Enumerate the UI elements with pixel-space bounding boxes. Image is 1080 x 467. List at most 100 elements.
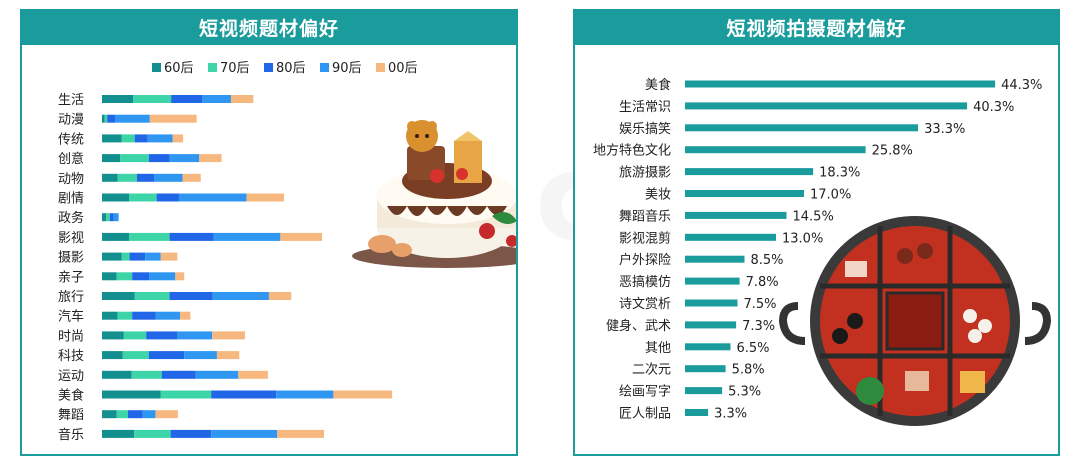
category-label: 运动 <box>58 369 84 384</box>
category-label: 旅游摄影 <box>619 166 671 181</box>
bar-segment <box>146 331 178 340</box>
category-label: 音乐 <box>58 427 84 443</box>
bar-segment <box>102 351 123 360</box>
bar <box>685 102 968 110</box>
value-label: 7.8% <box>746 275 779 290</box>
bar-segment <box>148 351 185 360</box>
bar-segment <box>104 114 108 123</box>
bar <box>685 409 709 416</box>
bar <box>685 146 866 154</box>
bar-segment <box>121 134 135 143</box>
bar-segment <box>123 331 147 340</box>
right-chart-title: 短视频拍摄题材偏好 <box>573 9 1060 45</box>
bar-segment <box>230 95 254 103</box>
bar-segment <box>116 410 128 419</box>
bar <box>685 277 740 285</box>
bar-segment <box>211 390 277 399</box>
bar-segment <box>102 95 134 103</box>
value-label: 3.3% <box>714 407 747 422</box>
bar <box>685 387 723 395</box>
bar-segment <box>102 252 122 261</box>
bar-segment <box>102 311 118 320</box>
bar <box>685 233 776 241</box>
bar-segment <box>117 173 137 182</box>
bar-segment <box>102 193 130 202</box>
bar-segment <box>102 390 161 399</box>
bar-segment <box>160 252 178 261</box>
bar-segment <box>212 292 269 300</box>
bar-segment <box>145 252 161 261</box>
value-label: 13.0% <box>782 231 823 246</box>
bar-segment <box>129 252 146 261</box>
legend-swatch-2 <box>264 63 273 72</box>
category-label: 其他 <box>645 341 671 356</box>
bar <box>685 211 787 219</box>
category-label: 美食 <box>58 388 84 404</box>
category-label: 剧情 <box>58 192 84 207</box>
bar-segment <box>129 232 170 241</box>
bar-segment <box>199 154 222 163</box>
legend-label-4: 00后 <box>388 61 418 76</box>
left-chart-panel: 短视频题材偏好 60后 70后 80后 90后 00后 生活 动漫 传统 创意 动物 剧情 政务 影视… <box>20 9 518 456</box>
bar <box>685 365 726 373</box>
category-label: 汽车 <box>58 309 84 325</box>
bar-segment <box>134 292 170 300</box>
value-label: 7.5% <box>744 297 777 312</box>
legend-swatch-4 <box>376 63 385 72</box>
bar-segment <box>102 292 135 300</box>
value-label: 18.3% <box>819 166 860 181</box>
category-label: 生活 <box>58 93 84 108</box>
bar-segment <box>161 370 196 379</box>
bar-segment <box>149 114 197 123</box>
category-label: 传统 <box>58 132 84 147</box>
category-label: 地方特色文化 <box>593 143 671 159</box>
bar-segment <box>132 272 150 281</box>
value-label: 40.3% <box>973 100 1014 115</box>
bar-segment <box>170 429 212 438</box>
bar-segment <box>178 193 247 202</box>
value-label: 6.5% <box>737 341 770 356</box>
right-chart-panel: 短视频拍摄题材偏好 美食 生活常识 娱乐搞笑 地方特色文化 旅游摄影美 <box>573 9 1060 456</box>
bar-segment <box>134 134 148 143</box>
value-label: 8.5% <box>751 253 784 268</box>
bar-segment <box>333 390 393 399</box>
bar <box>685 343 731 351</box>
bar-segment <box>128 410 143 419</box>
bar-segment <box>169 292 213 300</box>
legend-label-3: 90后 <box>332 61 362 76</box>
bar-segment <box>102 410 117 419</box>
left-chart-title: 短视频题材偏好 <box>20 9 518 45</box>
bar-segment <box>102 272 117 281</box>
bars <box>685 80 996 416</box>
bar-segment <box>107 114 115 123</box>
bar <box>685 80 996 88</box>
bar-segment <box>147 134 173 143</box>
bar <box>685 124 919 132</box>
category-label: 舞蹈 <box>58 408 84 423</box>
category-label: 匠人制品 <box>619 407 671 422</box>
bar-segment <box>115 114 150 123</box>
category-label: 影视 <box>58 231 84 246</box>
legend-swatch-3 <box>320 63 329 72</box>
category-label: 恶搞模仿 <box>619 274 671 290</box>
bar-segment <box>216 351 240 360</box>
bar-segment <box>184 351 217 360</box>
bar <box>685 190 804 197</box>
bar-segment <box>180 311 191 320</box>
bar <box>685 255 745 263</box>
category-label: 户外探险 <box>619 252 671 268</box>
bar-segment <box>102 370 132 379</box>
bar-segment <box>102 213 107 222</box>
stacked-bars <box>102 95 393 438</box>
bar <box>685 299 738 307</box>
bar-segment <box>155 311 180 320</box>
category-label: 摄影 <box>58 251 84 266</box>
category-label: 动物 <box>58 172 84 187</box>
bar-segment <box>202 95 231 103</box>
legend-swatch-0 <box>152 63 161 72</box>
category-label: 生活常识 <box>619 100 671 115</box>
bar-segment <box>113 213 119 222</box>
bar-segment <box>102 232 130 241</box>
bar-segment <box>212 331 245 340</box>
bar-segment <box>117 311 133 320</box>
